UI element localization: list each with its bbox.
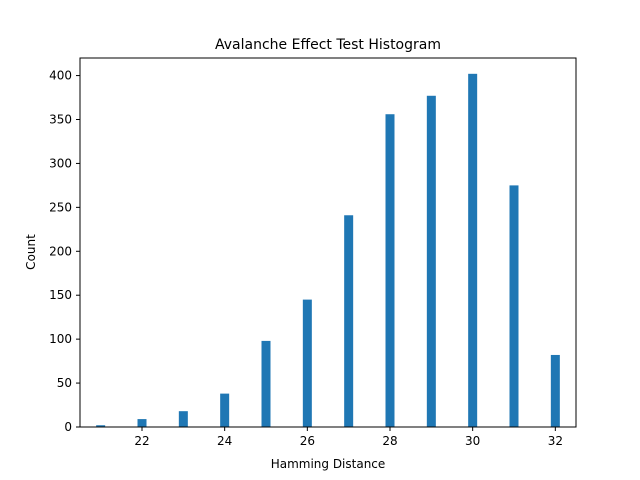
plot-frame (79, 57, 577, 428)
x-tick-label: 28 (382, 434, 397, 448)
y-axis-label: Count (24, 234, 38, 270)
bars-group (96, 73, 560, 428)
bar-22 (137, 419, 147, 427)
bar-23 (178, 411, 188, 427)
bar-30 (468, 73, 478, 428)
bar-26 (302, 299, 312, 427)
x-tick-label: 32 (548, 434, 563, 448)
y-tick-label: 400 (49, 69, 72, 83)
y-tick-label: 300 (49, 156, 72, 170)
y-tick-label: 150 (49, 288, 72, 302)
bar-24 (220, 393, 230, 427)
bar-31 (509, 185, 519, 427)
bar-29 (426, 95, 436, 428)
y-tick-label: 350 (49, 113, 72, 127)
x-tick-label: 26 (300, 434, 315, 448)
x-tick-label: 24 (217, 434, 232, 448)
x-tick-label: 30 (465, 434, 480, 448)
chart-title: Avalanche Effect Test Histogram (215, 37, 441, 53)
y-tick-label: 0 (64, 420, 72, 434)
x-tick-label: 22 (134, 434, 149, 448)
y-axis: 0 50 100 150 200 250 300 350 400 (49, 69, 80, 434)
y-tick-label: 50 (57, 376, 72, 390)
bar-32 (550, 354, 560, 427)
bar-27 (344, 215, 354, 427)
x-axis-label: Hamming Distance (271, 457, 386, 471)
bar-25 (261, 340, 271, 427)
y-tick-label: 250 (49, 200, 72, 214)
x-axis: 22 24 26 28 30 32 (134, 427, 563, 448)
y-tick-label: 100 (49, 332, 72, 346)
y-tick-label: 200 (49, 244, 72, 258)
bar-21 (96, 425, 106, 427)
bar-28 (385, 114, 395, 427)
